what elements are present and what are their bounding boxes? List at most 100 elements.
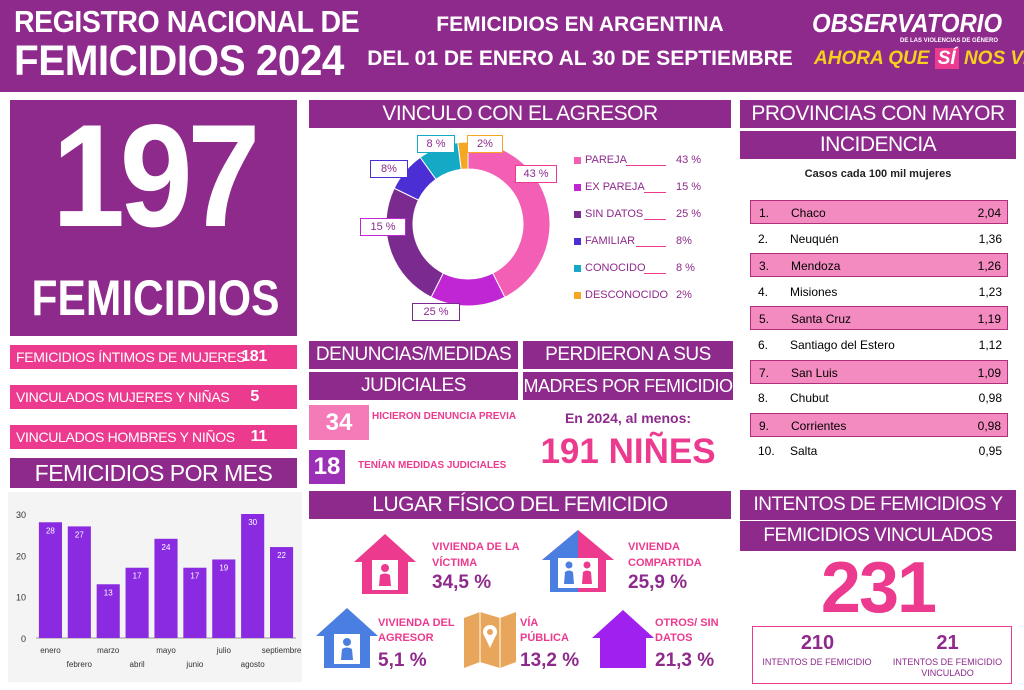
province-name: San Luis [791,365,838,380]
bar-value-label: 13 [104,588,113,597]
legend-item: DESCONOCIDO [574,288,668,302]
bar-value-label: 17 [133,572,142,581]
province-rank: 7. [759,365,770,380]
breakdown-label: FEMICIDIOS ÍNTIMOS DE MUJERES [16,349,246,365]
province-rank: 8. [758,391,769,406]
pie-label-sin-datos: 25 % [412,303,460,321]
lugar-title-line2: DATOS [655,632,693,644]
lugar-value: 25,9 % [628,572,688,593]
breakdown-value: 11 [250,428,268,445]
madres-value: 191 NIÑES [540,432,716,471]
pie-label-familiar: 8% [370,160,408,178]
bar [96,584,120,638]
by-month-chart: 0 10 20 30 28 enero 27 febrero 13 marzo 17 abril 24 m… [8,492,302,682]
lugar-title-line2: VÍCTIMA [432,557,478,569]
province-name: Neuquén [790,231,839,246]
header-subtitle-line2: DEL 01 DE ENERO AL 30 DE SEPTIEMBRE [367,47,793,70]
intentos-right-label2: VINCULADO [921,668,974,678]
province-name: Salta [790,444,818,459]
bar-value-label: 30 [248,518,257,527]
province-value: 1,23 [978,284,1002,299]
province-row: 10. Salta 0,95 [750,439,1008,463]
x-tick-label: junio [185,660,203,669]
bar-value-label: 19 [219,563,228,572]
house-person-icon [314,606,380,675]
logo-sub-b: SÍ [934,48,959,69]
logo-sub: AHORA QUE SÍ NOS VEN [814,48,1024,70]
map-icon [462,610,518,673]
province-rank: 3. [759,259,770,274]
x-tick-label: mayo [156,646,176,655]
legend-swatch [574,156,581,164]
lugar-value: 13,2 % [520,650,580,671]
legend-item: EX PAREJA [574,180,645,194]
province-value: 1,26 [977,259,1001,274]
y-tick-label: 0 [21,634,26,644]
legend-value: 25 % [676,208,702,220]
bar-value-label: 24 [162,543,171,552]
header-subtitle-line1: FEMICIDIOS EN ARGENTINA [436,13,724,36]
denuncia-previa-value: 34 [309,405,369,440]
pie-label-desconocido: 2% [467,135,503,153]
province-value: 1,19 [977,312,1001,327]
x-tick-label: abril [130,660,145,669]
legend-value: 15 % [676,181,702,193]
province-name: Misiones [790,284,838,299]
province-name: Mendoza [791,259,841,274]
bar-value-label: 22 [277,551,286,560]
intentos-title1: INTENTOS DE FEMICIDIOS Y [740,490,1016,520]
breakdown-value: 5 [250,388,259,405]
province-row: 2. Neuquén 1,36 [750,227,1008,251]
x-tick-label: enero [40,646,61,655]
breakdown-label: VINCULADOS HOMBRES Y NIÑOS [16,429,235,445]
breakdown-mujeres-ninas: VINCULADOS MUJERES Y NIÑAS 5 [10,385,297,409]
lugar-value: 34,5 % [432,572,492,593]
province-value: 1,09 [977,365,1001,380]
lugar-title-line1: VÍA [520,617,539,629]
legend-connector [644,273,666,274]
province-value: 0,98 [978,391,1002,406]
intentos-left-value: 210 [800,632,835,654]
province-rank: 5. [759,312,770,327]
breakdown-intimos: FEMICIDIOS ÍNTIMOS DE MUJERES 181 [10,345,297,369]
legend-swatch [574,291,581,299]
logo-small: DE LAS VIOLENCIAS DE GÉNERO [900,38,999,44]
province-row: 7. San Luis 1,09 [750,359,1008,384]
intentos-left-label: INTENTOS DE FEMICIDIO [762,657,872,667]
lugar-value: 5,1 % [378,650,427,671]
legend-item: FAMILIAR [574,234,635,248]
medidas-judiciales-value: 18 [309,450,345,484]
madres-intro: En 2024, al menos: [564,410,692,426]
pie-label-conocido: 8 % [417,135,455,153]
legend-label: CONOCIDO [585,262,646,274]
lugar-title: LUGAR FÍSICO DEL FEMICIDIO [309,491,731,519]
province-rank: 1. [759,206,770,220]
intentos-title2: FEMICIDIOS VINCULADOS [740,521,1016,551]
madres-title1: PERDIERON A SUS [523,341,733,369]
logo-main: OBSERVATORIO [812,8,1003,38]
legend-connector [636,246,666,247]
x-tick-label: agosto [241,660,266,669]
bar [212,559,236,638]
x-tick-label: febrero [67,660,93,669]
legend-value: 43 % [676,154,702,166]
bar-value-label: 28 [46,526,55,535]
lugar-value: 21,3 % [655,650,715,671]
logo-sub-a: AHORA QUE [814,48,930,69]
legend-label: DESCONOCIDO [585,289,669,301]
provincias-title2: INCIDENCIA [740,131,1016,159]
logo-sub-c: NOS VEN [963,48,1024,69]
province-name: Corrientes [791,418,847,433]
madres-title2: MADRES POR FEMICIDIO [523,372,733,400]
header-title-line1: REGISTRO NACIONAL DE [14,4,360,39]
lugar-title-line1: VIVIENDA [628,541,680,553]
bar-value-label: 17 [190,572,199,581]
legend-label: PAREJA [585,154,627,166]
total-number: 197 [51,94,260,257]
legend-label: FAMILIAR [585,235,636,247]
legend-value: 2% [676,289,692,301]
denuncia-previa-label: HICIERON DENUNCIA PREVIA [372,411,517,422]
pie-slice [430,272,506,307]
legend-item: CONOCIDO [574,261,646,275]
breakdown-value: 181 [241,348,267,365]
